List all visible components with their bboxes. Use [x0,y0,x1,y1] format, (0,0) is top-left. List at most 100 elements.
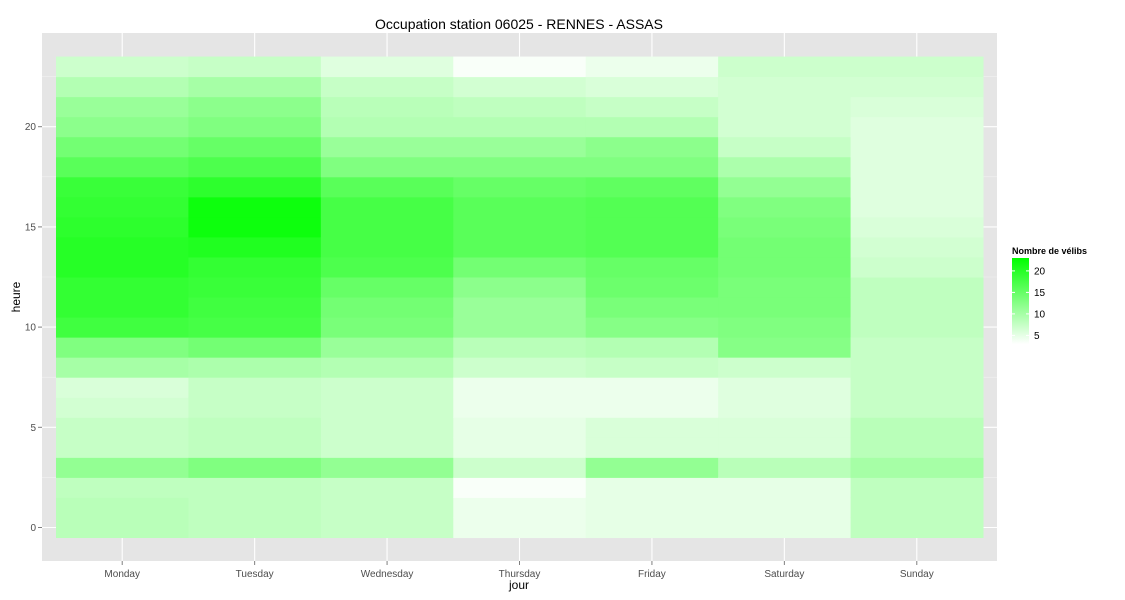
heatmap-tile [56,277,189,298]
heatmap-tile [585,517,719,539]
heatmap-tile [56,136,189,158]
heatmap-tile [850,236,984,258]
heatmap-tile [56,297,189,318]
heatmap-tile [56,256,189,278]
x-tick-label: Wednesday [361,569,414,580]
heatmap-tile [585,76,719,98]
heatmap-tile [718,517,852,539]
heatmap-tile [585,377,719,398]
heatmap-tile [718,437,852,458]
heatmap-tile [320,477,454,498]
heatmap-tile [56,116,189,138]
heatmap-tile [56,497,189,518]
heatmap-tile [453,517,587,539]
heatmap-tile [718,277,852,298]
y-tick-label: 5 [30,423,36,434]
heatmap-tile [188,96,322,118]
x-tick-label: Sunday [900,569,934,580]
heatmap-tile [585,477,719,498]
heatmap-tile [320,437,454,458]
legend-label: 15 [1034,288,1046,299]
heatmap-tile [453,56,587,78]
heatmap-tile [850,176,984,198]
heatmap-tile [56,196,189,218]
y-tick-label: 10 [25,323,37,334]
heatmap-tile [453,116,587,138]
heatmap-tile [718,136,852,158]
heatmap-tile [188,297,322,318]
heatmap-tile [453,76,587,98]
heatmap-tile [850,56,984,78]
heatmap-tile [850,297,984,318]
heatmap-tile [850,76,984,98]
x-axis-title: jour [508,578,529,592]
heatmap-tile [453,397,587,418]
chart-title: Occupation station 06025 - RENNES - ASSA… [375,16,663,32]
heatmap-tile [453,357,587,378]
heatmap-tile [453,196,587,218]
heatmap-tile [188,196,322,218]
heatmap-tile [320,417,454,438]
heatmap-tile [320,256,454,278]
heatmap-tile [56,236,189,258]
heatmap-tile [585,196,719,218]
heatmap-tile [850,196,984,218]
heatmap-tile [320,357,454,378]
heatmap-tile [320,377,454,398]
heatmap-tile [718,76,852,98]
heatmap-tile [56,96,189,118]
heatmap-tile [320,337,454,358]
heatmap-tile [718,56,852,78]
heatmap-tile [585,317,719,338]
legend-label: 10 [1034,309,1046,320]
heatmap-tile [585,116,719,138]
heatmap-tile [188,517,322,539]
heatmap-tile [56,437,189,458]
heatmap-tile [718,337,852,358]
heatmap-tile [56,357,189,378]
heatmap-tile [188,56,322,78]
heatmap-tile [850,517,984,539]
heatmap-tile [56,457,189,478]
heatmap-tile [188,477,322,498]
x-tick-label: Tuesday [236,569,274,580]
heatmap-tile [585,216,719,238]
heatmap-tile [718,317,852,338]
heatmap-tile [585,437,719,458]
heatmap-tile [188,437,322,458]
heatmap-tile [188,156,322,178]
x-tick-label: Saturday [764,569,804,580]
heatmap-tile [320,317,454,338]
y-tick-label: 20 [25,122,37,133]
y-axis-title: heure [9,281,23,312]
heatmap-tile [453,437,587,458]
heatmap-tile [453,497,587,518]
heatmap-tile [718,417,852,438]
heatmap-tile [453,216,587,238]
heatmap-tile [56,417,189,438]
heatmap-tile [453,136,587,158]
heatmap-tile [320,277,454,298]
heatmap-tile [585,136,719,158]
heatmap-tile [56,377,189,398]
heatmap-tile [453,477,587,498]
heatmap-tile [453,176,587,198]
heatmap-tile [850,437,984,458]
heatmap-tile [585,457,719,478]
heatmap-tile [850,277,984,298]
heatmap-tile [453,337,587,358]
heatmap-tile [320,517,454,539]
heatmap-tile [453,317,587,338]
heatmap-tile [718,497,852,518]
heatmap-tile [718,196,852,218]
heatmap-tile [453,277,587,298]
heatmap-tile [850,216,984,238]
heatmap-tile [320,176,454,198]
heatmap-tiles [56,56,984,539]
heatmap-tile [718,377,852,398]
heatmap-tile [56,176,189,198]
heatmap-tile [453,457,587,478]
heatmap-tile [188,256,322,278]
heatmap-tile [585,397,719,418]
